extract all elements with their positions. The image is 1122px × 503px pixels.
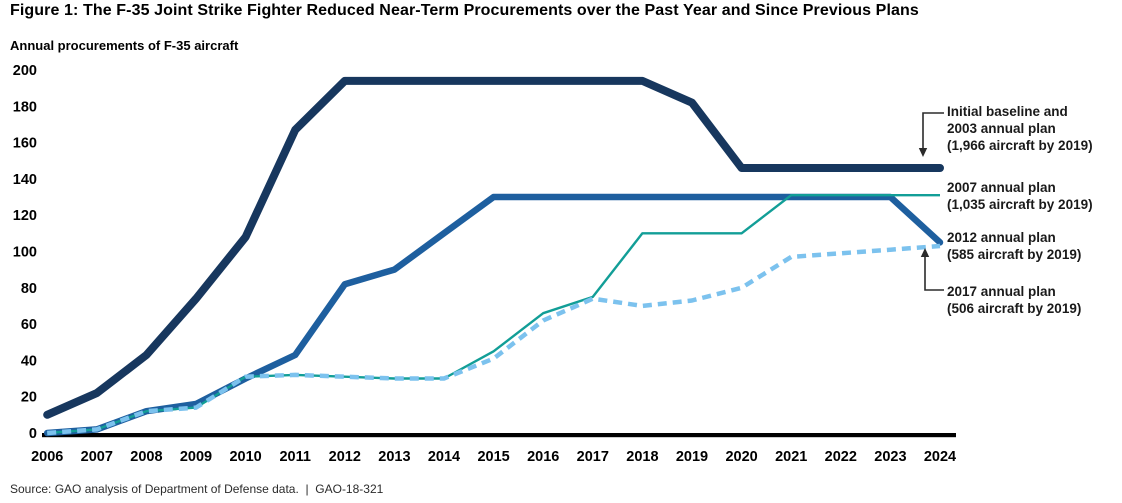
x-tick-label-2012: 2012 [329,449,361,465]
x-tick-label-2023: 2023 [874,449,906,465]
x-tick-label-2020: 2020 [725,449,757,465]
arrow-to-initial-baseline-line [918,112,944,157]
x-tick-label-2011: 2011 [279,449,310,465]
label-line: 2007 annual plan [947,180,1056,195]
figure-title: Figure 1: The F-35 Joint Strike Fighter … [10,2,919,19]
label-line: (1,966 aircraft by 2019) [947,138,1093,153]
x-tick-label-2021: 2021 [775,449,807,465]
arrow-to-2017-plan-line [920,248,944,291]
x-tick-label-2024: 2024 [924,449,956,465]
y-tick-label-40: 40 [21,353,37,369]
y-tick-label-200: 200 [13,63,37,79]
x-tick-label-2008: 2008 [130,449,162,465]
x-tick-label-2018: 2018 [626,449,658,465]
tick-layer: 2006 2007 2008 2009 2010 2011 2012 2013 2014 2015… [13,63,956,465]
y-tick-label-180: 180 [13,99,37,115]
y-tick-label-120: 120 [13,208,37,224]
label-line: Initial baseline and [947,104,1068,119]
label-line: 2003 annual plan [947,121,1056,136]
series-line-2012-annual-plan-585-aircraft-by-2019 [43,193,944,437]
series-line-2017-annual-plan-506-aircraft-by-2019 [47,243,941,436]
y-tick-label-20: 20 [21,390,37,406]
label-2012-annual-plan: 2012 annual plan (585 aircraft by 2019) [947,229,1081,263]
label-2007-annual-plan: 2007 annual plan (1,035 aircraft by 2019… [947,179,1093,213]
series-line-initial-baseline-and-2003-annual-plan-1-966-aircraft-by-2019 [43,76,944,419]
label-initial-baseline-2003-plan: Initial baseline and 2003 annual plan (1… [947,103,1093,154]
y-tick-label-140: 140 [13,172,37,188]
label-line: 2012 annual plan [947,230,1056,245]
x-tick-label-2019: 2019 [676,449,708,465]
x-tick-label-2015: 2015 [477,449,509,465]
y-tick-label-60: 60 [21,317,37,333]
x-axis-line [42,433,956,438]
x-tick-label-2009: 2009 [180,449,212,465]
y-tick-label-100: 100 [13,244,37,260]
x-tick-label-2022: 2022 [825,449,857,465]
y-tick-label-160: 160 [13,136,37,152]
x-tick-label-2013: 2013 [378,449,410,465]
figure-subtitle: Annual procurements of F-35 aircraft [10,38,239,53]
x-tick-label-2010: 2010 [229,449,261,465]
y-tick-label-80: 80 [21,281,37,297]
x-tick-label-2006: 2006 [31,449,63,465]
label-line: (585 aircraft by 2019) [947,247,1082,262]
x-tick-label-2017: 2017 [577,449,609,465]
x-tick-label-2007: 2007 [81,449,113,465]
x-tick-label-2014: 2014 [428,449,460,465]
label-line: (506 aircraft by 2019) [947,301,1082,316]
label-2017-annual-plan: 2017 annual plan (506 aircraft by 2019) [947,283,1081,317]
source-note: Source: GAO analysis of Department of De… [10,482,384,496]
label-line: 2017 annual plan [947,284,1056,299]
x-tick-label-2016: 2016 [527,449,559,465]
y-tick-label-0: 0 [29,426,37,442]
series-layer [43,76,944,437]
label-line: (1,035 aircraft by 2019) [947,197,1093,212]
